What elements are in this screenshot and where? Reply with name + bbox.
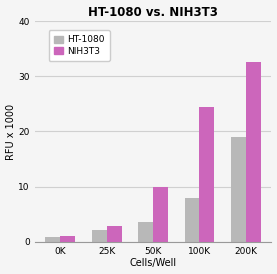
Bar [60,236,75,242]
Bar [231,137,246,242]
Bar [107,226,122,242]
Bar [45,237,60,242]
Bar [138,222,153,242]
Y-axis label: RFU x 1000: RFU x 1000 [6,103,16,159]
X-axis label: Cells/Well: Cells/Well [130,258,177,269]
Legend: HT-1080, NIH3T3: HT-1080, NIH3T3 [49,30,110,61]
Bar [153,187,168,242]
Bar [92,230,107,242]
Bar [199,107,214,242]
Bar [246,62,261,242]
Bar [184,198,199,242]
Title: HT-1080 vs. NIH3T3: HT-1080 vs. NIH3T3 [88,5,218,19]
